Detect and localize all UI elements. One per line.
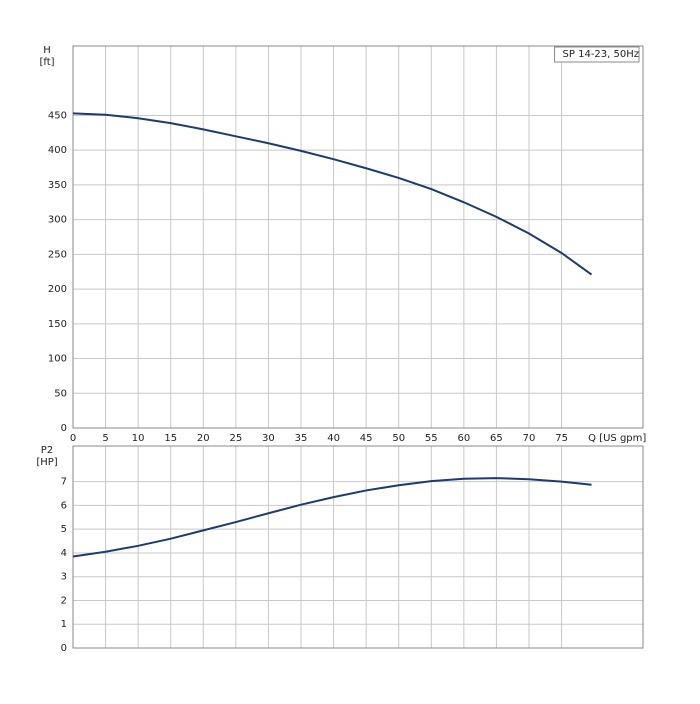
x-tick-label: 55	[425, 433, 438, 444]
plot-border	[72, 45, 644, 429]
plot-area	[73, 446, 643, 648]
x-tick-label: 20	[197, 433, 210, 444]
y-tick-label: 150	[48, 319, 67, 330]
x-tick-label: 25	[229, 433, 242, 444]
x-tick-label: 40	[327, 433, 340, 444]
y-tick-label: 250	[48, 249, 67, 260]
y-tick-label: 2	[61, 595, 67, 606]
y-tick-label: 350	[48, 180, 67, 191]
x-tick-label: 50	[392, 433, 405, 444]
x-tick-label: 60	[457, 433, 470, 444]
x-tick-label: 70	[523, 433, 536, 444]
x-tick-label: 65	[490, 433, 503, 444]
y-tick-label: 0	[61, 643, 67, 654]
y-tick-label: 7	[61, 477, 67, 488]
x-tick-label: 75	[555, 433, 568, 444]
line	[72, 112, 593, 276]
line	[72, 477, 592, 558]
y-axis-unit: [HP]	[36, 457, 57, 468]
y-tick-label: 5	[61, 524, 67, 535]
y-tick-label: 100	[48, 354, 67, 365]
y-tick-label: 4	[61, 548, 67, 559]
y-tick-label: 0	[61, 423, 67, 434]
legend-box	[554, 46, 640, 63]
y-tick-label: 400	[48, 145, 67, 156]
y-axis-unit: [ft]	[39, 57, 54, 68]
x-tick-label: 45	[360, 433, 373, 444]
y-tick-label: 6	[61, 500, 67, 511]
x-tick-label: 35	[295, 433, 308, 444]
plot-border	[72, 445, 644, 649]
y-axis-label: H	[43, 45, 51, 56]
y-tick-label: 50	[54, 388, 67, 399]
x-tick-label: 30	[262, 433, 275, 444]
plot-area	[73, 46, 643, 428]
y-tick-label: 1	[61, 619, 67, 630]
y-tick-label: 450	[48, 110, 67, 121]
y-tick-label: 200	[48, 284, 67, 295]
y-tick-label: 300	[48, 215, 67, 226]
x-axis-label: Q [US gpm]	[588, 433, 646, 444]
y-tick-label: 3	[61, 572, 67, 583]
x-tick-label: 10	[132, 433, 145, 444]
x-tick-label: 15	[164, 433, 177, 444]
y-axis-label: P2	[41, 445, 53, 456]
x-tick-label: 0	[70, 433, 76, 444]
legend-text: SP 14-23, 50Hz	[563, 49, 639, 60]
x-tick-label: 5	[102, 433, 108, 444]
